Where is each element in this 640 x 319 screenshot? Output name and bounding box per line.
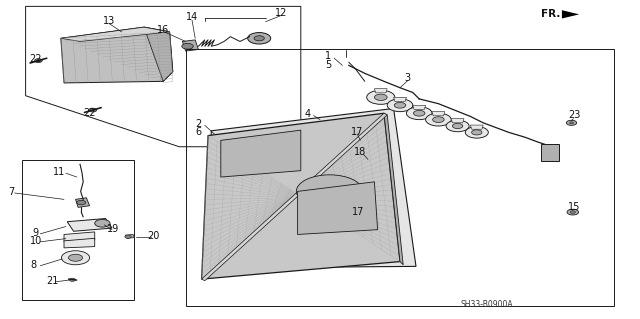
Text: 22: 22 (83, 108, 96, 118)
Circle shape (413, 110, 425, 116)
Bar (22, 160, 134, 300)
Text: 12: 12 (275, 8, 288, 18)
Circle shape (433, 117, 444, 122)
Circle shape (95, 219, 110, 227)
Text: 4: 4 (304, 109, 310, 119)
Circle shape (566, 120, 577, 125)
Text: 16: 16 (157, 25, 170, 35)
Circle shape (465, 127, 488, 138)
Text: 18: 18 (354, 147, 367, 158)
Circle shape (254, 36, 264, 41)
Circle shape (452, 123, 463, 129)
Text: 17: 17 (351, 127, 364, 137)
Polygon shape (374, 89, 387, 93)
Text: 22: 22 (29, 54, 42, 64)
Polygon shape (202, 113, 387, 281)
Polygon shape (384, 113, 403, 265)
Circle shape (570, 122, 573, 124)
Circle shape (406, 107, 432, 120)
Polygon shape (182, 40, 198, 51)
Text: 11: 11 (53, 167, 66, 177)
Polygon shape (394, 97, 406, 101)
Polygon shape (64, 238, 95, 248)
Circle shape (248, 33, 271, 44)
Text: 2: 2 (195, 119, 202, 130)
Polygon shape (451, 119, 464, 123)
Polygon shape (211, 108, 416, 268)
Circle shape (77, 200, 86, 205)
Circle shape (374, 94, 387, 100)
Text: 7: 7 (8, 187, 15, 197)
Polygon shape (76, 198, 90, 207)
Text: 9: 9 (33, 228, 39, 238)
Circle shape (387, 99, 413, 112)
Text: 1: 1 (325, 51, 332, 61)
Polygon shape (432, 112, 445, 116)
Text: 15: 15 (568, 202, 580, 212)
Bar (541, 144, 559, 161)
Text: 23: 23 (568, 110, 580, 121)
Polygon shape (144, 27, 173, 81)
Circle shape (446, 120, 469, 132)
Text: 14: 14 (186, 11, 198, 22)
Polygon shape (64, 232, 95, 241)
Polygon shape (470, 125, 483, 129)
Circle shape (89, 108, 97, 112)
Polygon shape (562, 10, 579, 19)
Circle shape (68, 254, 83, 261)
Text: 20: 20 (147, 231, 160, 241)
Text: FR.: FR. (541, 9, 560, 19)
Circle shape (296, 175, 363, 208)
Circle shape (394, 102, 406, 108)
Circle shape (69, 278, 76, 281)
Text: 6: 6 (195, 127, 202, 137)
Text: 5: 5 (325, 60, 332, 70)
Circle shape (367, 90, 395, 104)
Text: 3: 3 (404, 73, 411, 83)
Polygon shape (413, 105, 426, 109)
Text: 13: 13 (102, 16, 115, 26)
Circle shape (472, 130, 482, 135)
Text: 17: 17 (352, 207, 365, 217)
Circle shape (61, 251, 90, 265)
Circle shape (426, 113, 451, 126)
Text: 10: 10 (29, 236, 42, 246)
Text: 21: 21 (46, 276, 59, 286)
Circle shape (567, 209, 579, 215)
Polygon shape (61, 27, 170, 41)
Polygon shape (202, 113, 400, 279)
Circle shape (125, 235, 131, 238)
Polygon shape (298, 182, 378, 234)
Circle shape (182, 43, 193, 49)
Circle shape (570, 211, 575, 213)
Text: 8: 8 (31, 260, 37, 271)
Circle shape (35, 59, 42, 63)
Polygon shape (221, 130, 301, 177)
Polygon shape (61, 27, 173, 83)
Polygon shape (125, 234, 134, 238)
Text: SH33-B0900A: SH33-B0900A (461, 300, 513, 309)
Text: 19: 19 (107, 224, 120, 234)
Polygon shape (67, 219, 112, 231)
